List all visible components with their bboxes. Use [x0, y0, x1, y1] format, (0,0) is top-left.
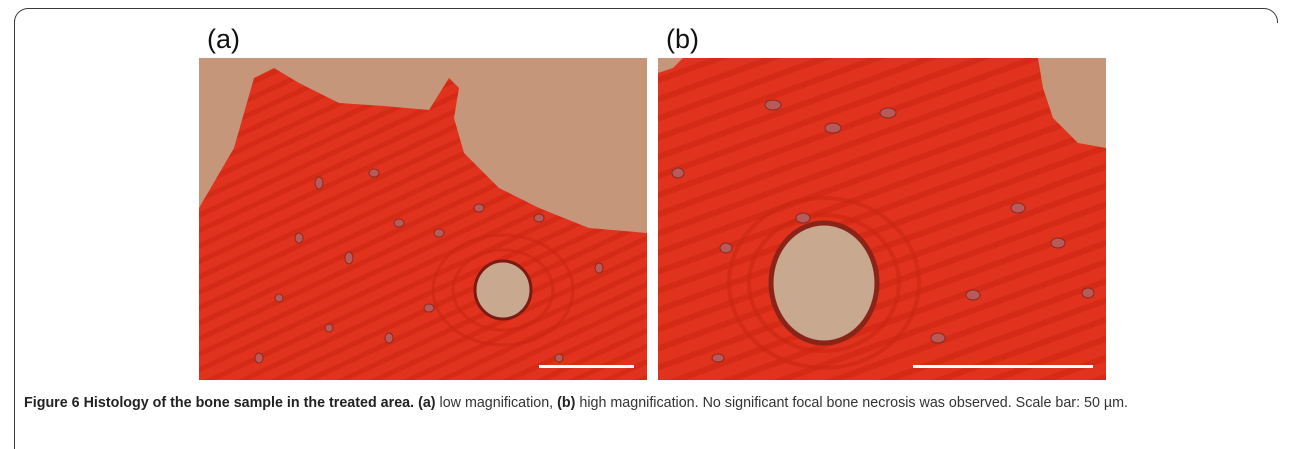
panel-b-image	[658, 58, 1106, 380]
caption-b-tag: (b)	[557, 395, 576, 411]
figure-caption: Figure 6 Histology of the bone sample in…	[24, 392, 1274, 414]
frame-border-left	[14, 20, 15, 449]
caption-a-text: low magnification,	[435, 395, 558, 411]
caption-a-tag: (a)	[418, 395, 436, 411]
caption-b-text: high magnification. No significant focal…	[575, 395, 1129, 411]
scale-bar-a	[539, 365, 634, 368]
caption-title: Figure 6 Histology of the bone sample in…	[24, 395, 415, 411]
scale-bar-b	[913, 365, 1093, 368]
histology-image-b	[658, 58, 1106, 380]
histology-image-a	[199, 58, 647, 380]
frame-border-top	[14, 8, 1278, 23]
panel-b-label: (b)	[666, 24, 699, 54]
panel-a-label: (a)	[207, 24, 240, 54]
panel-a-image	[199, 58, 647, 380]
